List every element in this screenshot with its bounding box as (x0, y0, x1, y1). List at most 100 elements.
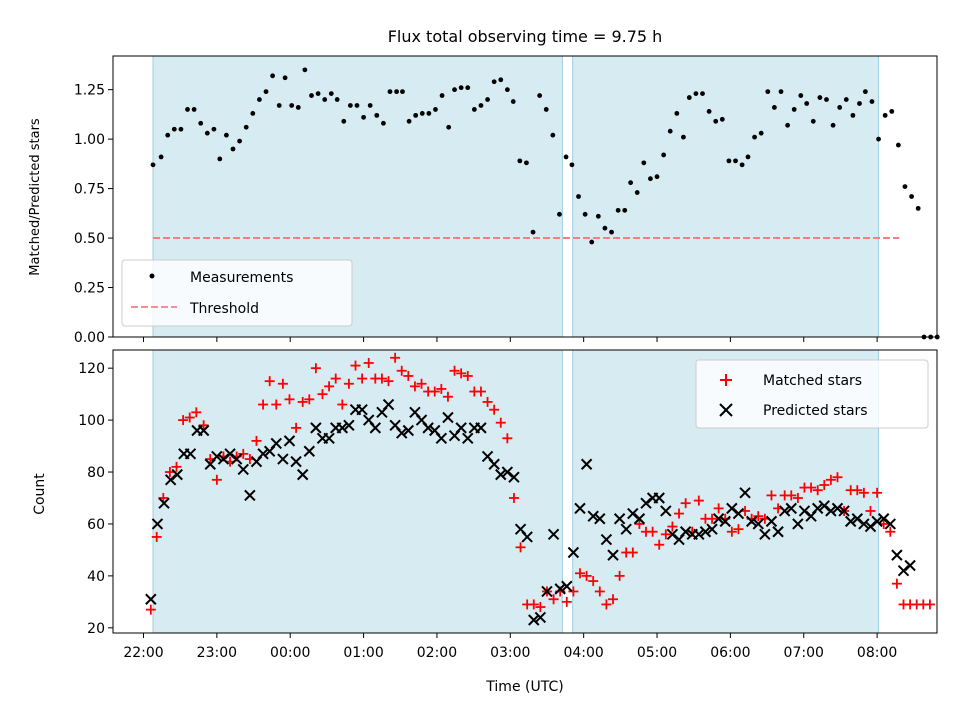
top-ytick-label: 1.25 (74, 83, 105, 99)
measurement-point (830, 122, 836, 128)
predicted-star-point (171, 468, 183, 481)
measurement-point (609, 229, 614, 235)
measurement-point (902, 184, 908, 190)
matched-star-point (647, 526, 658, 537)
matched-star-point (753, 511, 764, 522)
matched-star-point (330, 373, 341, 384)
predicted-star-point (158, 497, 170, 509)
measurement-point (563, 154, 569, 160)
matched-star-point (383, 376, 394, 387)
matched-star-point (581, 570, 592, 581)
bottom-ytick-label: 20 (87, 621, 105, 637)
measurement-point (367, 103, 373, 108)
predicted-star-point (778, 505, 791, 517)
predicted-star-point (891, 549, 903, 561)
measurement-point (837, 105, 843, 110)
predicted-star-point (475, 422, 487, 434)
matched-star-point (264, 376, 275, 387)
measurement-point (622, 207, 628, 213)
predicted-star-point (435, 432, 448, 444)
matched-stars-points (145, 352, 935, 615)
measurement-point (217, 156, 223, 162)
measurement-point (211, 126, 217, 132)
predicted-star-point (792, 518, 804, 530)
measurement-point (778, 89, 784, 95)
measurement-point (322, 97, 328, 102)
measurement-point (191, 107, 197, 112)
measurement-point (582, 211, 588, 217)
bottom-ytick-label: 80 (87, 465, 105, 481)
predicted-star-point (541, 585, 553, 598)
predicted-star-point (752, 518, 764, 530)
matched-star-point (568, 586, 579, 597)
measurement-point (765, 89, 771, 95)
predicted-star-point (455, 422, 467, 434)
measurement-point (739, 162, 745, 168)
predicted-star-point (396, 427, 408, 439)
matched-star-point (324, 381, 335, 392)
measurement-point (634, 190, 640, 195)
matched-star-point (145, 604, 156, 615)
matched-star-point (885, 526, 896, 537)
measurement-point (804, 101, 810, 106)
measurement-point (602, 225, 608, 231)
bottom-xtick-label: 02:00 (417, 645, 457, 661)
matched-star-point (502, 433, 513, 444)
matched-star-point (608, 594, 619, 605)
predicted-star-point (422, 422, 434, 434)
measurement-point (654, 174, 660, 180)
measurement-point (374, 112, 380, 118)
predicted-star-point (831, 502, 844, 515)
measurement-point (257, 97, 262, 102)
matched-star-point (184, 412, 195, 423)
matched-star-point (693, 495, 704, 506)
measurement-point (693, 91, 699, 96)
predicted-star-point (679, 526, 692, 538)
matched-star-point (297, 396, 308, 407)
predicted-star-point (574, 502, 586, 515)
measurement-point (250, 110, 256, 116)
top-axes-frame (112, 55, 938, 338)
measurement-point (719, 116, 725, 122)
predicted-star-point (739, 487, 751, 499)
measurement-point (406, 118, 412, 124)
measurement-point (674, 110, 680, 116)
top-legend: Measurements Threshold (121, 259, 353, 327)
predicted-star-point (607, 549, 619, 561)
measurement-point (543, 107, 549, 112)
measurement-point (615, 207, 621, 213)
measurement-point (686, 95, 692, 100)
measurement-point (850, 112, 856, 118)
matched-star-point (713, 503, 724, 514)
predicted-star-point (356, 404, 368, 416)
measurement-point (843, 97, 849, 102)
matched-star-point (271, 399, 282, 410)
matched-star-point (211, 474, 222, 485)
predicted-star-point (283, 435, 296, 447)
bottom-axes-frame (112, 349, 938, 634)
measurement-point (276, 103, 282, 108)
measurement-point (504, 87, 510, 93)
measurement-point (713, 118, 719, 124)
measurement-point (752, 134, 757, 140)
measurement-point (857, 101, 862, 106)
matched-star-point (429, 386, 440, 397)
matched-star-point (475, 386, 486, 397)
matched-star-point (806, 482, 817, 493)
measurement-point (530, 229, 536, 235)
matched-star-point (858, 487, 869, 498)
matched-star-point (251, 435, 262, 446)
bottom-y-axis-label: Count (32, 473, 48, 515)
matched-star-point (660, 529, 671, 540)
matched-star-point (707, 513, 718, 524)
matched-star-point (515, 542, 526, 553)
measurement-point (394, 89, 399, 95)
matched-star-point (178, 415, 189, 426)
measurement-point (289, 103, 295, 108)
legend-measurements-label: Measurements (190, 270, 293, 286)
matched-star-point (396, 365, 407, 376)
bottom-ytick-label: 100 (78, 413, 105, 429)
measurement-point (347, 103, 353, 108)
measurement-point (315, 91, 321, 96)
matched-star-point (786, 490, 797, 501)
